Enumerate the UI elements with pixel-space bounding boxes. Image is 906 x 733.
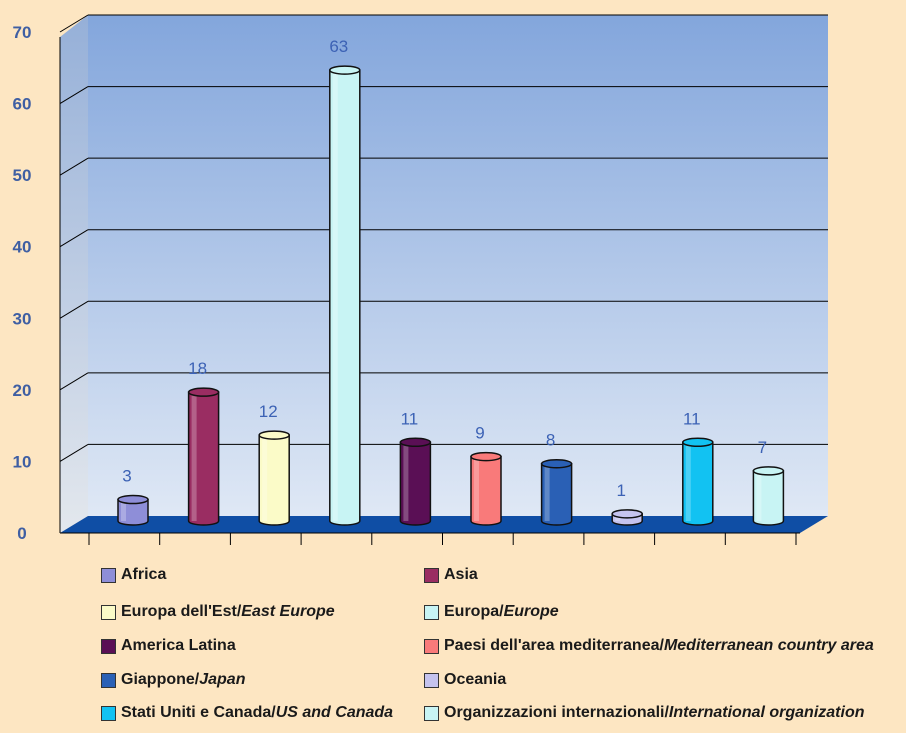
bar-body bbox=[540, 462, 573, 526]
bar-top bbox=[540, 458, 573, 469]
gridline-diagonal bbox=[59, 157, 89, 176]
y-tick-label: 30 bbox=[13, 309, 32, 328]
bar-highlight bbox=[191, 392, 197, 521]
bar-top bbox=[470, 451, 502, 462]
bar-body bbox=[258, 434, 290, 526]
gridline-diagonal bbox=[59, 229, 89, 248]
bar-body bbox=[470, 455, 502, 526]
y-tick-label: 40 bbox=[13, 238, 32, 257]
y-tick-label: 60 bbox=[13, 95, 32, 114]
data-label: 3 bbox=[122, 467, 131, 486]
y-tick-label: 10 bbox=[13, 452, 32, 471]
bar bbox=[682, 437, 714, 526]
bar-top bbox=[752, 466, 785, 476]
bar-body bbox=[752, 470, 785, 526]
bar-body bbox=[117, 498, 149, 526]
bar bbox=[752, 466, 785, 526]
bar-highlight bbox=[403, 442, 409, 521]
bar-highlight bbox=[544, 463, 550, 521]
bar-top bbox=[399, 437, 432, 448]
data-label: 12 bbox=[259, 402, 278, 421]
bar-highlight bbox=[685, 442, 691, 521]
bar-highlight bbox=[262, 435, 268, 521]
bar-highlight bbox=[332, 70, 338, 521]
bar-top bbox=[329, 65, 361, 75]
plot-back-wall bbox=[88, 15, 828, 516]
data-label: 11 bbox=[401, 409, 419, 428]
bar-highlight bbox=[121, 499, 126, 521]
bar bbox=[540, 458, 573, 526]
x-axis-ticks bbox=[88, 533, 797, 545]
bar-highlight bbox=[474, 456, 479, 521]
bar bbox=[399, 437, 432, 526]
bar bbox=[329, 65, 361, 526]
data-label: 9 bbox=[475, 424, 484, 443]
bar-top bbox=[258, 430, 290, 440]
bar-body bbox=[329, 69, 361, 526]
bar bbox=[470, 451, 502, 526]
bar-highlight bbox=[756, 470, 762, 521]
y-tick-label: 70 bbox=[13, 23, 32, 42]
bar-top bbox=[611, 509, 643, 519]
y-tick-label: 20 bbox=[13, 381, 32, 400]
bar-body bbox=[187, 391, 220, 526]
gridline-diagonal bbox=[59, 300, 89, 319]
bar-top bbox=[682, 437, 714, 448]
bar bbox=[117, 494, 149, 526]
data-label: 1 bbox=[616, 481, 625, 500]
gridlines bbox=[59, 14, 828, 462]
bar-top bbox=[117, 494, 149, 505]
gridline-diagonal bbox=[59, 14, 89, 33]
bar bbox=[258, 430, 290, 526]
bar bbox=[611, 509, 643, 526]
bar-top bbox=[187, 387, 220, 397]
bar bbox=[187, 387, 220, 526]
y-tick-label: 0 bbox=[17, 524, 26, 543]
data-label: 8 bbox=[546, 431, 555, 450]
data-label: 7 bbox=[758, 438, 767, 457]
gridline-diagonal bbox=[59, 372, 89, 391]
data-label: 18 bbox=[188, 359, 207, 378]
gridline-diagonal bbox=[59, 444, 89, 462]
bar-body bbox=[399, 441, 432, 526]
y-axis-tick-labels: 0 10 20 30 40 50 60 70 bbox=[13, 23, 32, 543]
plot-side-wall bbox=[60, 15, 88, 533]
data-label: 11 bbox=[683, 409, 701, 428]
bars bbox=[117, 65, 785, 526]
gridline-diagonal bbox=[59, 86, 89, 104]
data-label: 63 bbox=[329, 37, 348, 56]
y-tick-label: 50 bbox=[13, 166, 32, 185]
bar-body bbox=[682, 441, 714, 526]
